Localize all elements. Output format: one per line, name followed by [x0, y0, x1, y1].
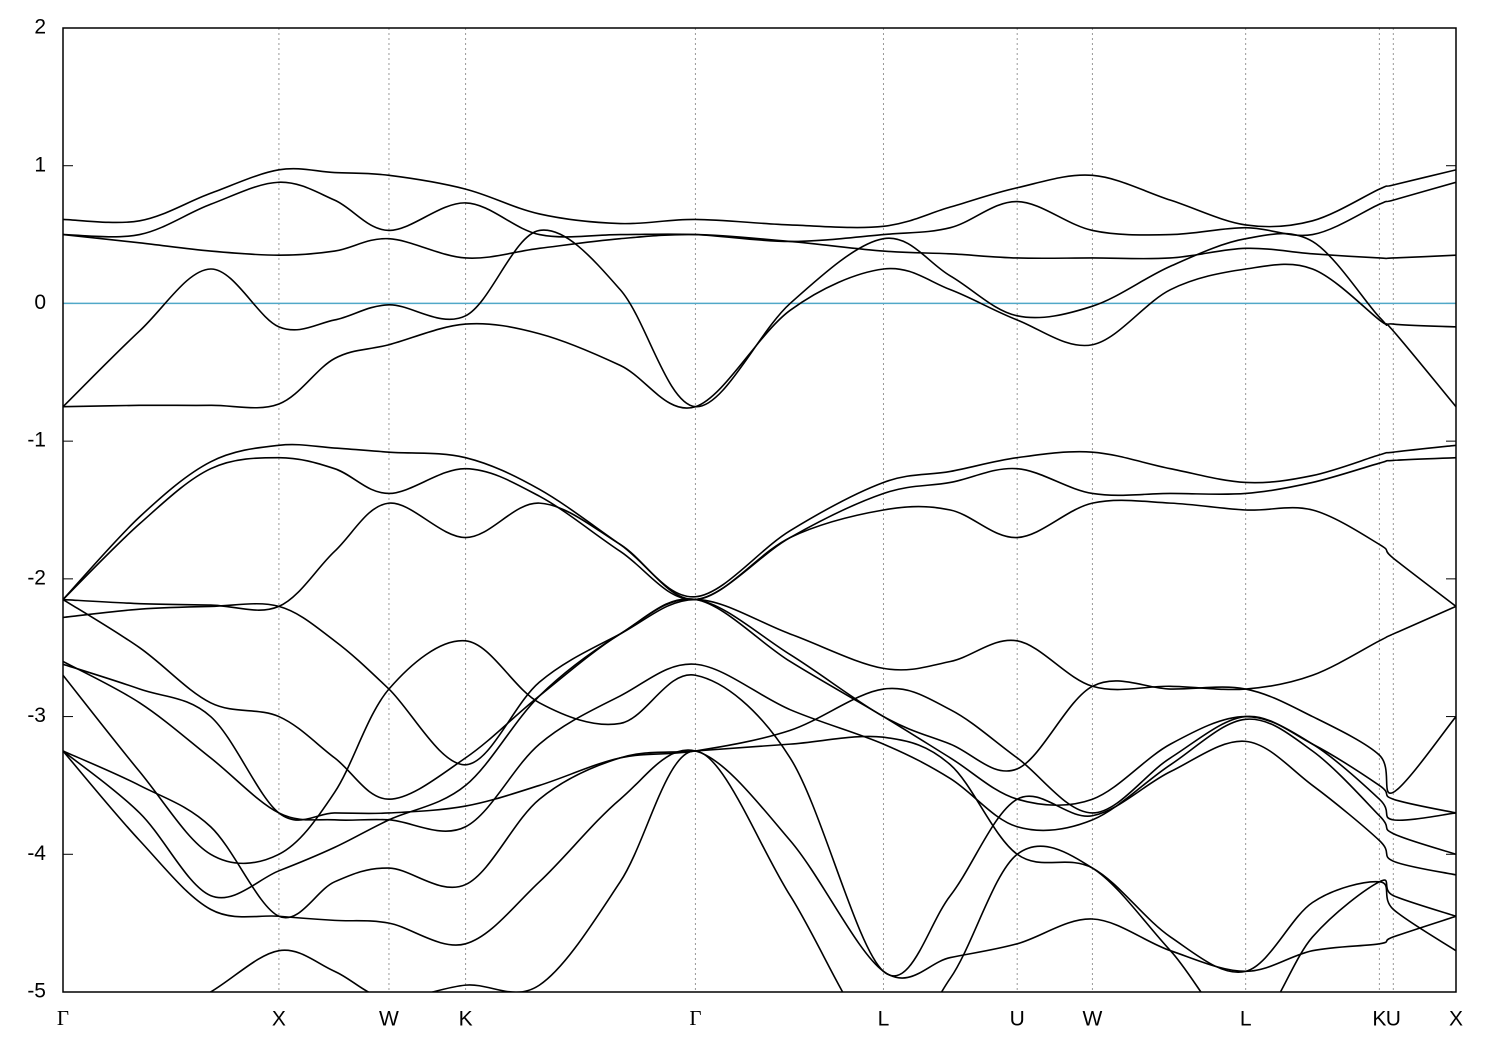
band-line: [63, 660, 1456, 856]
y-tick-label: -2: [27, 566, 46, 589]
band-line: [63, 749, 1456, 979]
x-tick-label: L: [1240, 1008, 1252, 1031]
band-line: [63, 499, 1456, 611]
band-line: [63, 167, 1456, 229]
x-tick-label: U: [1386, 1008, 1401, 1031]
y-tick-label: 2: [34, 16, 46, 39]
x-tick-label: Γ: [689, 1006, 701, 1030]
plot-frame: [62, 27, 1457, 993]
y-tick-label: -1: [27, 429, 46, 452]
x-tick-label: W: [1083, 1008, 1103, 1031]
band-line: [209, 750, 1456, 992]
y-tick-label: 1: [34, 153, 46, 176]
x-tick-label: X: [1449, 1008, 1463, 1031]
y-tick-label: -3: [27, 704, 46, 727]
band-line: [63, 735, 1456, 974]
band-line: [63, 181, 1456, 243]
lines-layer: [63, 167, 1456, 992]
x-tick-label: Γ: [57, 1006, 69, 1030]
x-tick-label: U: [1010, 1008, 1025, 1031]
band-line: [63, 229, 1456, 408]
band-line: [63, 640, 1456, 977]
band-line: [63, 233, 1456, 260]
band-line: [63, 598, 1456, 766]
band-line: [63, 456, 1456, 601]
x-tick-label: X: [272, 1008, 286, 1031]
x-tick-label: K: [459, 1008, 473, 1031]
band-line: [63, 598, 1456, 899]
y-tick-label: 0: [34, 291, 46, 314]
band-line: [63, 263, 1456, 409]
y-tick-label: -5: [27, 980, 46, 1003]
band-line: [63, 443, 1456, 601]
y-tick-label: -4: [27, 842, 46, 865]
band-line: [63, 598, 1456, 801]
x-tick-label: K: [1372, 1008, 1386, 1031]
x-tick-label: L: [878, 1008, 890, 1031]
x-tick-label: W: [379, 1008, 399, 1031]
